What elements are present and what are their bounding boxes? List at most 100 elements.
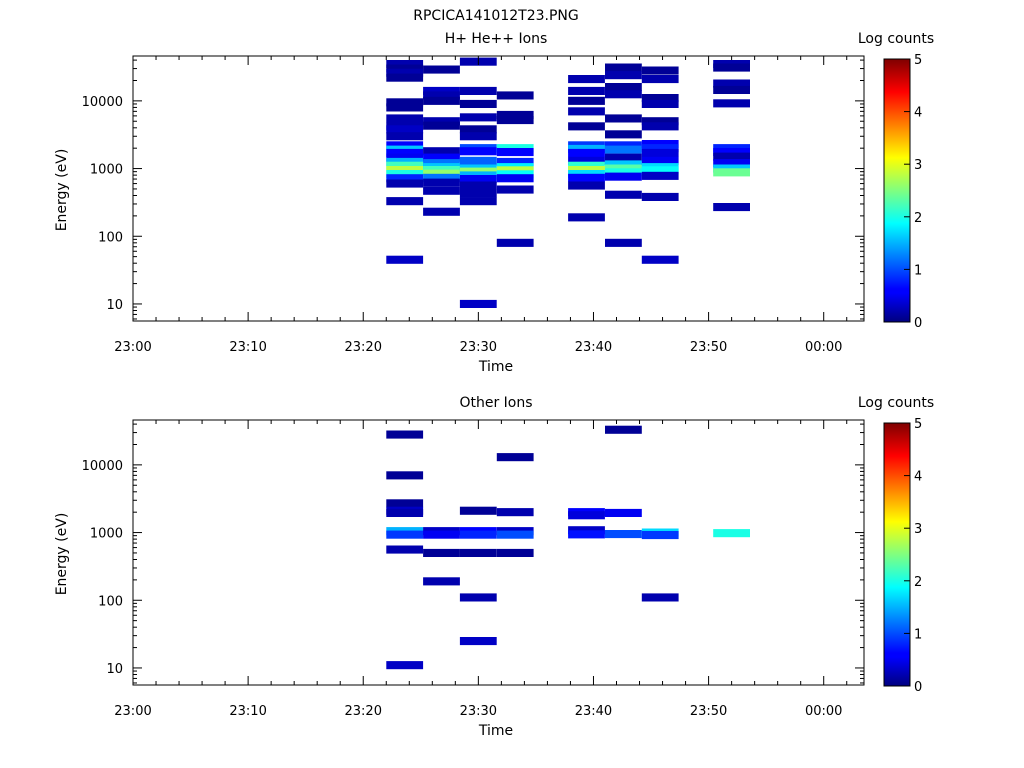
spectrogram-cell [423, 147, 460, 156]
spectrogram-cell [605, 530, 642, 539]
spectrogram-cell [713, 99, 750, 108]
spectrogram-cell [423, 86, 460, 95]
spectrogram-cell [423, 178, 460, 187]
spectrogram-cell [459, 125, 497, 134]
panel-title: H+ He++ Ions [445, 31, 548, 47]
spectrogram-cell [386, 60, 424, 69]
spectrogram-cell [568, 213, 605, 222]
spectrogram-cell [459, 506, 497, 515]
x-axis-label: Time [478, 359, 513, 375]
colorbar-tick-label: 5 [914, 417, 922, 432]
x-tick-label: 23:20 [345, 704, 382, 719]
spectrogram-cell [641, 166, 679, 175]
spectrogram-cells [386, 425, 750, 670]
spectrogram-cell [641, 531, 679, 540]
y-axis-ticks: 10 100 1000 10000 [82, 59, 864, 320]
spectrogram-cell [386, 103, 424, 112]
spectrogram-cell [605, 145, 642, 154]
spectrogram-cell [605, 172, 642, 181]
colorbar: Log counts 0 1 2 3 4 5 [858, 395, 934, 695]
spectrogram-cell [713, 63, 750, 72]
spectrogram-cell [386, 545, 424, 554]
spectrogram-cell [386, 179, 424, 188]
spectrogram-cell [496, 116, 534, 125]
x-axis-ticks: 23:00 23:10 23:20 23:30 23:40 23:50 00:00 [114, 420, 848, 719]
spectrogram-cell [386, 132, 424, 141]
spectrogram-cell [568, 107, 605, 116]
spectrogram-cell [496, 148, 534, 157]
spectrogram-cell [568, 96, 605, 105]
colorbar-tick-label: 2 [914, 575, 922, 590]
spectrogram-cell [386, 530, 424, 539]
panel-title: Other Ions [459, 395, 532, 411]
spectrogram-cell [386, 161, 424, 170]
spectrogram-cell [605, 190, 642, 199]
spectrogram-cell [386, 114, 424, 123]
spectrogram-cell [386, 141, 424, 150]
spectrogram-cell [496, 530, 534, 539]
spectrogram-cell [568, 75, 605, 84]
spectrogram-cell [641, 94, 679, 103]
spectrogram-cell [459, 147, 497, 156]
x-tick-label: 23:40 [575, 340, 612, 355]
spectrogram-cell [713, 159, 750, 168]
spectrogram-cell [605, 168, 642, 177]
spectrogram-cell [386, 148, 424, 157]
colorbar-ticks: 0 1 2 3 4 5 [904, 417, 922, 695]
spectrogram-cell [386, 471, 424, 480]
colorbar-ticks: 0 1 2 3 4 5 [904, 53, 922, 331]
spectrogram-cell [568, 122, 605, 131]
y-tick-label: 10000 [82, 95, 123, 110]
spectrogram-cell [568, 148, 605, 157]
spectrogram-cell [496, 548, 534, 557]
spectrogram-cell [568, 173, 605, 182]
spectrogram-cell [496, 453, 534, 462]
x-tick-label: 23:10 [229, 340, 266, 355]
spectrogram-cell [713, 79, 750, 88]
spectrogram-cell [641, 117, 679, 126]
spectrogram-cell [496, 185, 534, 194]
spectrogram-cell [496, 91, 534, 100]
spectrogram-cell [605, 83, 642, 92]
spectrogram-cell [568, 530, 605, 539]
y-tick-label: 100 [98, 230, 123, 245]
spectrogram-cell [641, 255, 679, 264]
colorbar-gradient [883, 422, 911, 687]
y-axis-label: Energy (eV) [54, 149, 70, 232]
spectrogram-cell [605, 141, 642, 150]
colorbar-gradient [883, 58, 911, 323]
spectrogram-cell [423, 153, 460, 162]
spectrogram-cell [459, 156, 497, 165]
spectrogram-cell [568, 86, 605, 95]
y-tick-label: 10000 [82, 459, 123, 474]
spectrogram-cell [386, 68, 424, 77]
spectrogram-cell [423, 207, 460, 216]
spectrogram-cell [713, 152, 750, 161]
spectrogram-cell [423, 577, 460, 586]
spectrogram-cell [459, 132, 497, 141]
spectrogram-cell [459, 593, 497, 602]
spectrogram-cell [568, 181, 605, 190]
x-tick-label: 00:00 [805, 704, 842, 719]
spectrogram-cell [641, 122, 679, 131]
spectrogram-cell [386, 197, 424, 206]
colorbar-title: Log counts [858, 31, 934, 47]
colorbar-tick-label: 1 [914, 627, 922, 642]
colorbar-tick-label: 1 [914, 263, 922, 278]
spectrogram-cell [459, 181, 497, 190]
spectrogram-cell [459, 299, 497, 308]
y-axis-label: Energy (eV) [54, 513, 70, 596]
spectrogram-cell [713, 85, 750, 94]
spectrogram-cell [605, 63, 642, 72]
spectrogram-cell [386, 125, 424, 134]
x-tick-label: 23:40 [575, 704, 612, 719]
y-tick-label: 100 [98, 594, 123, 609]
colorbar: Log counts 0 1 2 3 4 5 [858, 31, 934, 331]
colorbar-tick-label: 0 [914, 680, 922, 695]
y-tick-label: 10 [106, 662, 123, 677]
spectrogram-cell [605, 130, 642, 139]
spectrogram-cell [386, 64, 424, 73]
y-tick-label: 1000 [90, 163, 123, 178]
colorbar-tick-label: 4 [914, 470, 922, 485]
